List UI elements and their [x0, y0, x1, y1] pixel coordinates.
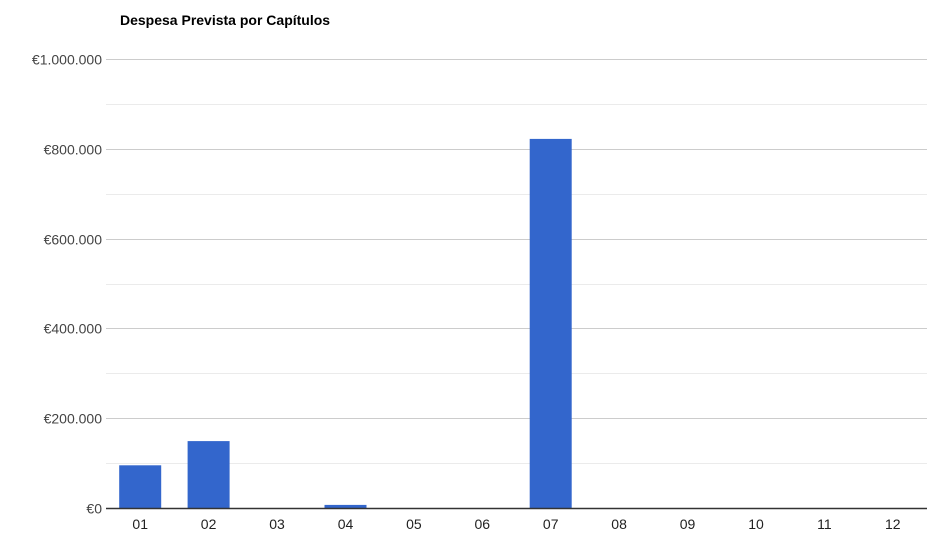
x-tick-label: 04	[338, 516, 354, 532]
x-tick-label: 05	[406, 516, 422, 532]
x-tick-label: 06	[475, 516, 491, 532]
x-tick-label: 02	[201, 516, 217, 532]
x-tick-label: 03	[269, 516, 285, 532]
y-axis-ticks: €0 €200.000 €400.000 €600.000 €800.000 €1.000…	[32, 52, 102, 517]
bar-04[interactable]	[324, 504, 367, 508]
gridlines	[106, 59, 927, 464]
x-tick-label: 11	[817, 516, 832, 532]
x-tick-label: 12	[885, 516, 901, 532]
chart-title: Despesa Prevista por Capítulos	[120, 12, 330, 28]
bars	[119, 138, 572, 508]
y-tick-label: €1.000.000	[32, 52, 102, 68]
x-tick-label: 08	[611, 516, 627, 532]
y-tick-label: €200.000	[44, 411, 103, 427]
y-tick-label: €800.000	[44, 142, 103, 158]
x-tick-label: 09	[680, 516, 696, 532]
y-tick-label: €600.000	[44, 232, 103, 248]
y-tick-label: €0	[86, 501, 102, 517]
x-tick-label: 10	[748, 516, 764, 532]
x-tick-label: 07	[543, 516, 559, 532]
x-tick-label: 01	[132, 516, 148, 532]
bar-07[interactable]	[529, 138, 572, 508]
bar-01[interactable]	[119, 465, 162, 508]
y-tick-label: €400.000	[44, 321, 103, 337]
x-axis-ticks: 01 02 03 04 05 06 07 08 09 10 11 12	[132, 516, 900, 532]
bar-02[interactable]	[187, 441, 230, 508]
